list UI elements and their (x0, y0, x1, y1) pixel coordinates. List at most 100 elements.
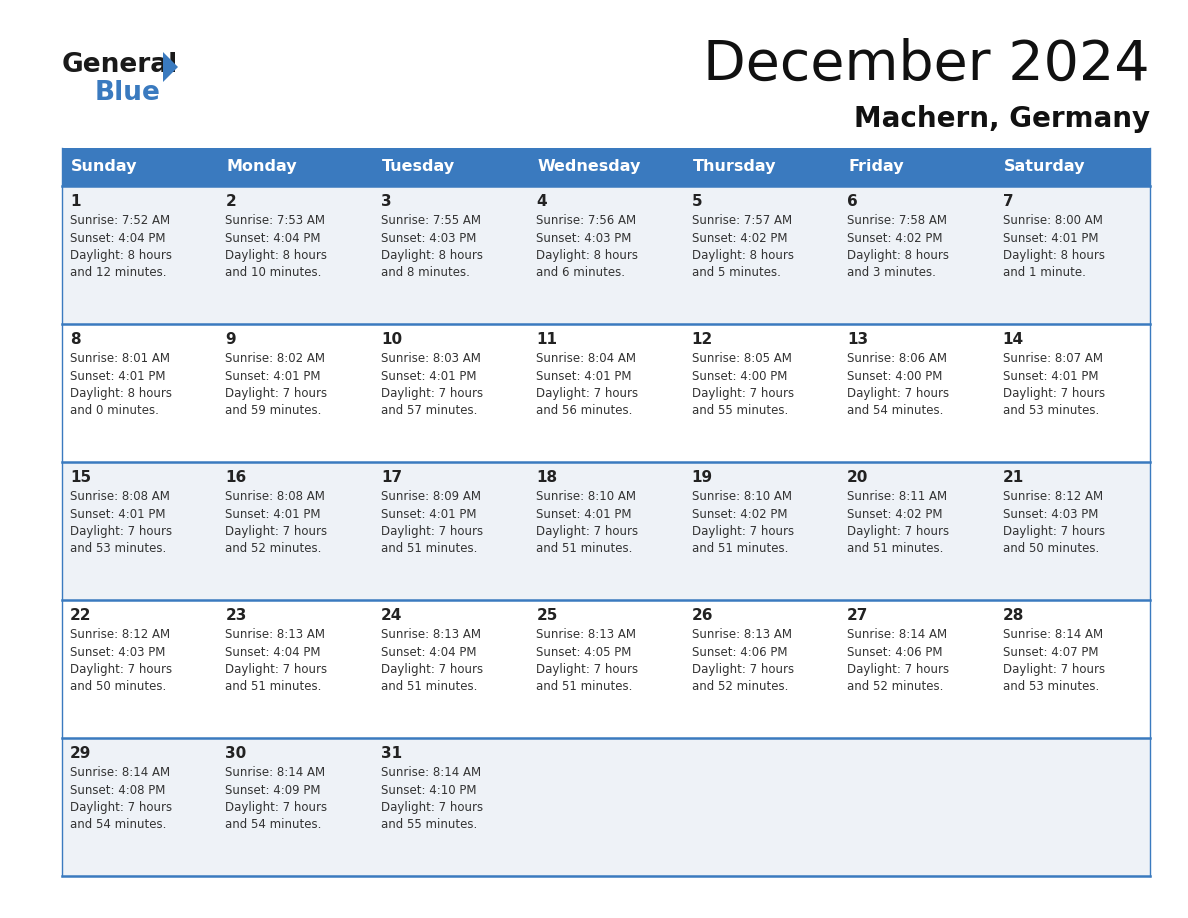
Text: Sunrise: 8:11 AM
Sunset: 4:02 PM
Daylight: 7 hours
and 51 minutes.: Sunrise: 8:11 AM Sunset: 4:02 PM Dayligh… (847, 490, 949, 555)
Bar (529, 186, 684, 324)
Text: 13: 13 (847, 332, 868, 347)
Text: Sunrise: 8:02 AM
Sunset: 4:01 PM
Daylight: 7 hours
and 59 minutes.: Sunrise: 8:02 AM Sunset: 4:01 PM Dayligh… (226, 352, 328, 418)
Text: General: General (62, 52, 178, 78)
Text: Blue: Blue (95, 80, 160, 106)
Bar (62, 600, 217, 738)
Text: 5: 5 (691, 194, 702, 209)
Text: 15: 15 (70, 470, 91, 485)
Text: 4: 4 (536, 194, 546, 209)
Text: 20: 20 (847, 470, 868, 485)
Text: Sunrise: 8:08 AM
Sunset: 4:01 PM
Daylight: 7 hours
and 52 minutes.: Sunrise: 8:08 AM Sunset: 4:01 PM Dayligh… (226, 490, 328, 555)
Text: Sunrise: 8:14 AM
Sunset: 4:06 PM
Daylight: 7 hours
and 52 minutes.: Sunrise: 8:14 AM Sunset: 4:06 PM Dayligh… (847, 628, 949, 693)
Text: Friday: Friday (848, 160, 904, 174)
Text: Sunrise: 8:12 AM
Sunset: 4:03 PM
Daylight: 7 hours
and 50 minutes.: Sunrise: 8:12 AM Sunset: 4:03 PM Dayligh… (1003, 490, 1105, 555)
Text: Sunrise: 8:04 AM
Sunset: 4:01 PM
Daylight: 7 hours
and 56 minutes.: Sunrise: 8:04 AM Sunset: 4:01 PM Dayligh… (536, 352, 638, 418)
Text: 25: 25 (536, 608, 557, 623)
Text: Sunrise: 8:10 AM
Sunset: 4:01 PM
Daylight: 7 hours
and 51 minutes.: Sunrise: 8:10 AM Sunset: 4:01 PM Dayligh… (536, 490, 638, 555)
Bar (529, 148, 684, 186)
Text: 21: 21 (1003, 470, 1024, 485)
Bar (839, 148, 994, 186)
Text: 3: 3 (381, 194, 392, 209)
Bar (217, 148, 373, 186)
Text: Sunrise: 8:09 AM
Sunset: 4:01 PM
Daylight: 7 hours
and 51 minutes.: Sunrise: 8:09 AM Sunset: 4:01 PM Dayligh… (381, 490, 484, 555)
Text: 1: 1 (70, 194, 81, 209)
Text: 16: 16 (226, 470, 247, 485)
Bar (994, 148, 1150, 186)
Text: Saturday: Saturday (1004, 160, 1085, 174)
Text: Sunrise: 8:10 AM
Sunset: 4:02 PM
Daylight: 7 hours
and 51 minutes.: Sunrise: 8:10 AM Sunset: 4:02 PM Dayligh… (691, 490, 794, 555)
Text: Sunrise: 7:52 AM
Sunset: 4:04 PM
Daylight: 8 hours
and 12 minutes.: Sunrise: 7:52 AM Sunset: 4:04 PM Dayligh… (70, 214, 172, 279)
Text: 2: 2 (226, 194, 236, 209)
Bar (62, 324, 217, 462)
Bar (62, 186, 217, 324)
Text: Sunrise: 8:12 AM
Sunset: 4:03 PM
Daylight: 7 hours
and 50 minutes.: Sunrise: 8:12 AM Sunset: 4:03 PM Dayligh… (70, 628, 172, 693)
Text: 18: 18 (536, 470, 557, 485)
Text: 6: 6 (847, 194, 858, 209)
Text: Sunrise: 8:05 AM
Sunset: 4:00 PM
Daylight: 7 hours
and 55 minutes.: Sunrise: 8:05 AM Sunset: 4:00 PM Dayligh… (691, 352, 794, 418)
Bar (217, 600, 373, 738)
Bar (373, 324, 529, 462)
Bar (373, 462, 529, 600)
Text: 19: 19 (691, 470, 713, 485)
Text: Sunrise: 8:14 AM
Sunset: 4:08 PM
Daylight: 7 hours
and 54 minutes.: Sunrise: 8:14 AM Sunset: 4:08 PM Dayligh… (70, 766, 172, 832)
Text: 24: 24 (381, 608, 403, 623)
Text: 10: 10 (381, 332, 402, 347)
Bar (684, 324, 839, 462)
Text: Sunrise: 7:55 AM
Sunset: 4:03 PM
Daylight: 8 hours
and 8 minutes.: Sunrise: 7:55 AM Sunset: 4:03 PM Dayligh… (381, 214, 482, 279)
Text: Sunrise: 7:57 AM
Sunset: 4:02 PM
Daylight: 8 hours
and 5 minutes.: Sunrise: 7:57 AM Sunset: 4:02 PM Dayligh… (691, 214, 794, 279)
Text: 17: 17 (381, 470, 402, 485)
Text: Sunrise: 8:06 AM
Sunset: 4:00 PM
Daylight: 7 hours
and 54 minutes.: Sunrise: 8:06 AM Sunset: 4:00 PM Dayligh… (847, 352, 949, 418)
Bar (994, 324, 1150, 462)
Text: December 2024: December 2024 (703, 38, 1150, 92)
Bar (529, 462, 684, 600)
Text: Tuesday: Tuesday (381, 160, 455, 174)
Bar (839, 600, 994, 738)
Text: Sunrise: 8:01 AM
Sunset: 4:01 PM
Daylight: 8 hours
and 0 minutes.: Sunrise: 8:01 AM Sunset: 4:01 PM Dayligh… (70, 352, 172, 418)
Bar (684, 186, 839, 324)
Text: Sunrise: 7:58 AM
Sunset: 4:02 PM
Daylight: 8 hours
and 3 minutes.: Sunrise: 7:58 AM Sunset: 4:02 PM Dayligh… (847, 214, 949, 279)
Text: Sunrise: 8:13 AM
Sunset: 4:06 PM
Daylight: 7 hours
and 52 minutes.: Sunrise: 8:13 AM Sunset: 4:06 PM Dayligh… (691, 628, 794, 693)
Bar (62, 738, 1150, 876)
Text: 28: 28 (1003, 608, 1024, 623)
Text: Sunrise: 7:56 AM
Sunset: 4:03 PM
Daylight: 8 hours
and 6 minutes.: Sunrise: 7:56 AM Sunset: 4:03 PM Dayligh… (536, 214, 638, 279)
Bar (839, 186, 994, 324)
Bar (62, 738, 217, 876)
Text: Sunrise: 8:14 AM
Sunset: 4:10 PM
Daylight: 7 hours
and 55 minutes.: Sunrise: 8:14 AM Sunset: 4:10 PM Dayligh… (381, 766, 484, 832)
Text: Sunrise: 8:00 AM
Sunset: 4:01 PM
Daylight: 8 hours
and 1 minute.: Sunrise: 8:00 AM Sunset: 4:01 PM Dayligh… (1003, 214, 1105, 279)
Text: 8: 8 (70, 332, 81, 347)
Bar (217, 738, 373, 876)
Text: Sunrise: 8:13 AM
Sunset: 4:04 PM
Daylight: 7 hours
and 51 minutes.: Sunrise: 8:13 AM Sunset: 4:04 PM Dayligh… (381, 628, 484, 693)
Bar (62, 600, 1150, 738)
Text: Thursday: Thursday (693, 160, 776, 174)
Text: 29: 29 (70, 746, 91, 761)
Text: Sunrise: 7:53 AM
Sunset: 4:04 PM
Daylight: 8 hours
and 10 minutes.: Sunrise: 7:53 AM Sunset: 4:04 PM Dayligh… (226, 214, 328, 279)
Text: Sunday: Sunday (71, 160, 138, 174)
Bar (684, 148, 839, 186)
Text: 9: 9 (226, 332, 236, 347)
Text: Sunrise: 8:03 AM
Sunset: 4:01 PM
Daylight: 7 hours
and 57 minutes.: Sunrise: 8:03 AM Sunset: 4:01 PM Dayligh… (381, 352, 484, 418)
Text: 12: 12 (691, 332, 713, 347)
Bar (62, 148, 217, 186)
Bar (994, 600, 1150, 738)
Text: 30: 30 (226, 746, 247, 761)
Text: Monday: Monday (227, 160, 297, 174)
Bar (529, 600, 684, 738)
Bar (217, 324, 373, 462)
Text: Sunrise: 8:14 AM
Sunset: 4:07 PM
Daylight: 7 hours
and 53 minutes.: Sunrise: 8:14 AM Sunset: 4:07 PM Dayligh… (1003, 628, 1105, 693)
Text: 7: 7 (1003, 194, 1013, 209)
Text: Sunrise: 8:13 AM
Sunset: 4:04 PM
Daylight: 7 hours
and 51 minutes.: Sunrise: 8:13 AM Sunset: 4:04 PM Dayligh… (226, 628, 328, 693)
Bar (62, 324, 1150, 462)
Bar (373, 600, 529, 738)
Text: 27: 27 (847, 608, 868, 623)
Polygon shape (163, 52, 178, 82)
Text: 23: 23 (226, 608, 247, 623)
Text: 14: 14 (1003, 332, 1024, 347)
Text: Sunrise: 8:08 AM
Sunset: 4:01 PM
Daylight: 7 hours
and 53 minutes.: Sunrise: 8:08 AM Sunset: 4:01 PM Dayligh… (70, 490, 172, 555)
Text: Sunrise: 8:07 AM
Sunset: 4:01 PM
Daylight: 7 hours
and 53 minutes.: Sunrise: 8:07 AM Sunset: 4:01 PM Dayligh… (1003, 352, 1105, 418)
Bar (994, 462, 1150, 600)
Bar (62, 462, 217, 600)
Bar (839, 324, 994, 462)
Bar (373, 148, 529, 186)
Bar (217, 462, 373, 600)
Bar (373, 186, 529, 324)
